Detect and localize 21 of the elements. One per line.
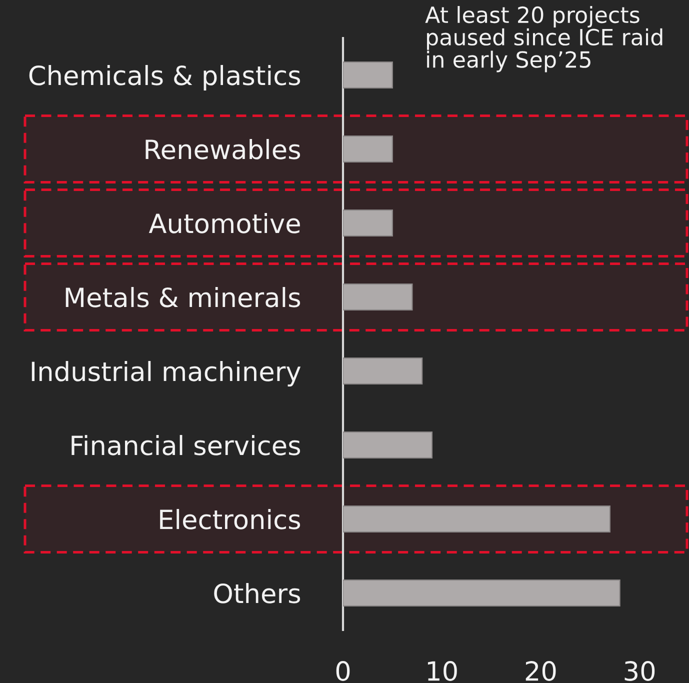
y-tick-label: Automotive [148, 212, 300, 234]
x-tick-label: 0 [336, 661, 350, 681]
y-tick-label: Financial services [72, 434, 300, 456]
bar [343, 135, 393, 163]
y-tick-label: Electronics [160, 508, 300, 530]
annotation: At least 20 projects paused since ICE raid in early Sep’25 [425, 6, 662, 72]
bar [343, 505, 610, 533]
x-tick-label: 10 [428, 661, 457, 681]
x-tick-label: 30 [624, 661, 655, 681]
y-tick-label: Renewables [146, 138, 300, 160]
bar [343, 61, 393, 89]
x-tick-label: 20 [526, 661, 556, 681]
bar [343, 357, 423, 385]
bar [343, 209, 393, 237]
y-tick-label: Chemicals & plastics [29, 64, 300, 91]
y-tick-label: Others [214, 582, 300, 604]
bar [343, 431, 433, 459]
bar [343, 283, 413, 311]
y-tick-label: Metals & minerals [66, 286, 300, 308]
bar [343, 579, 620, 607]
y-tick-label: Industrial machinery [32, 360, 301, 387]
